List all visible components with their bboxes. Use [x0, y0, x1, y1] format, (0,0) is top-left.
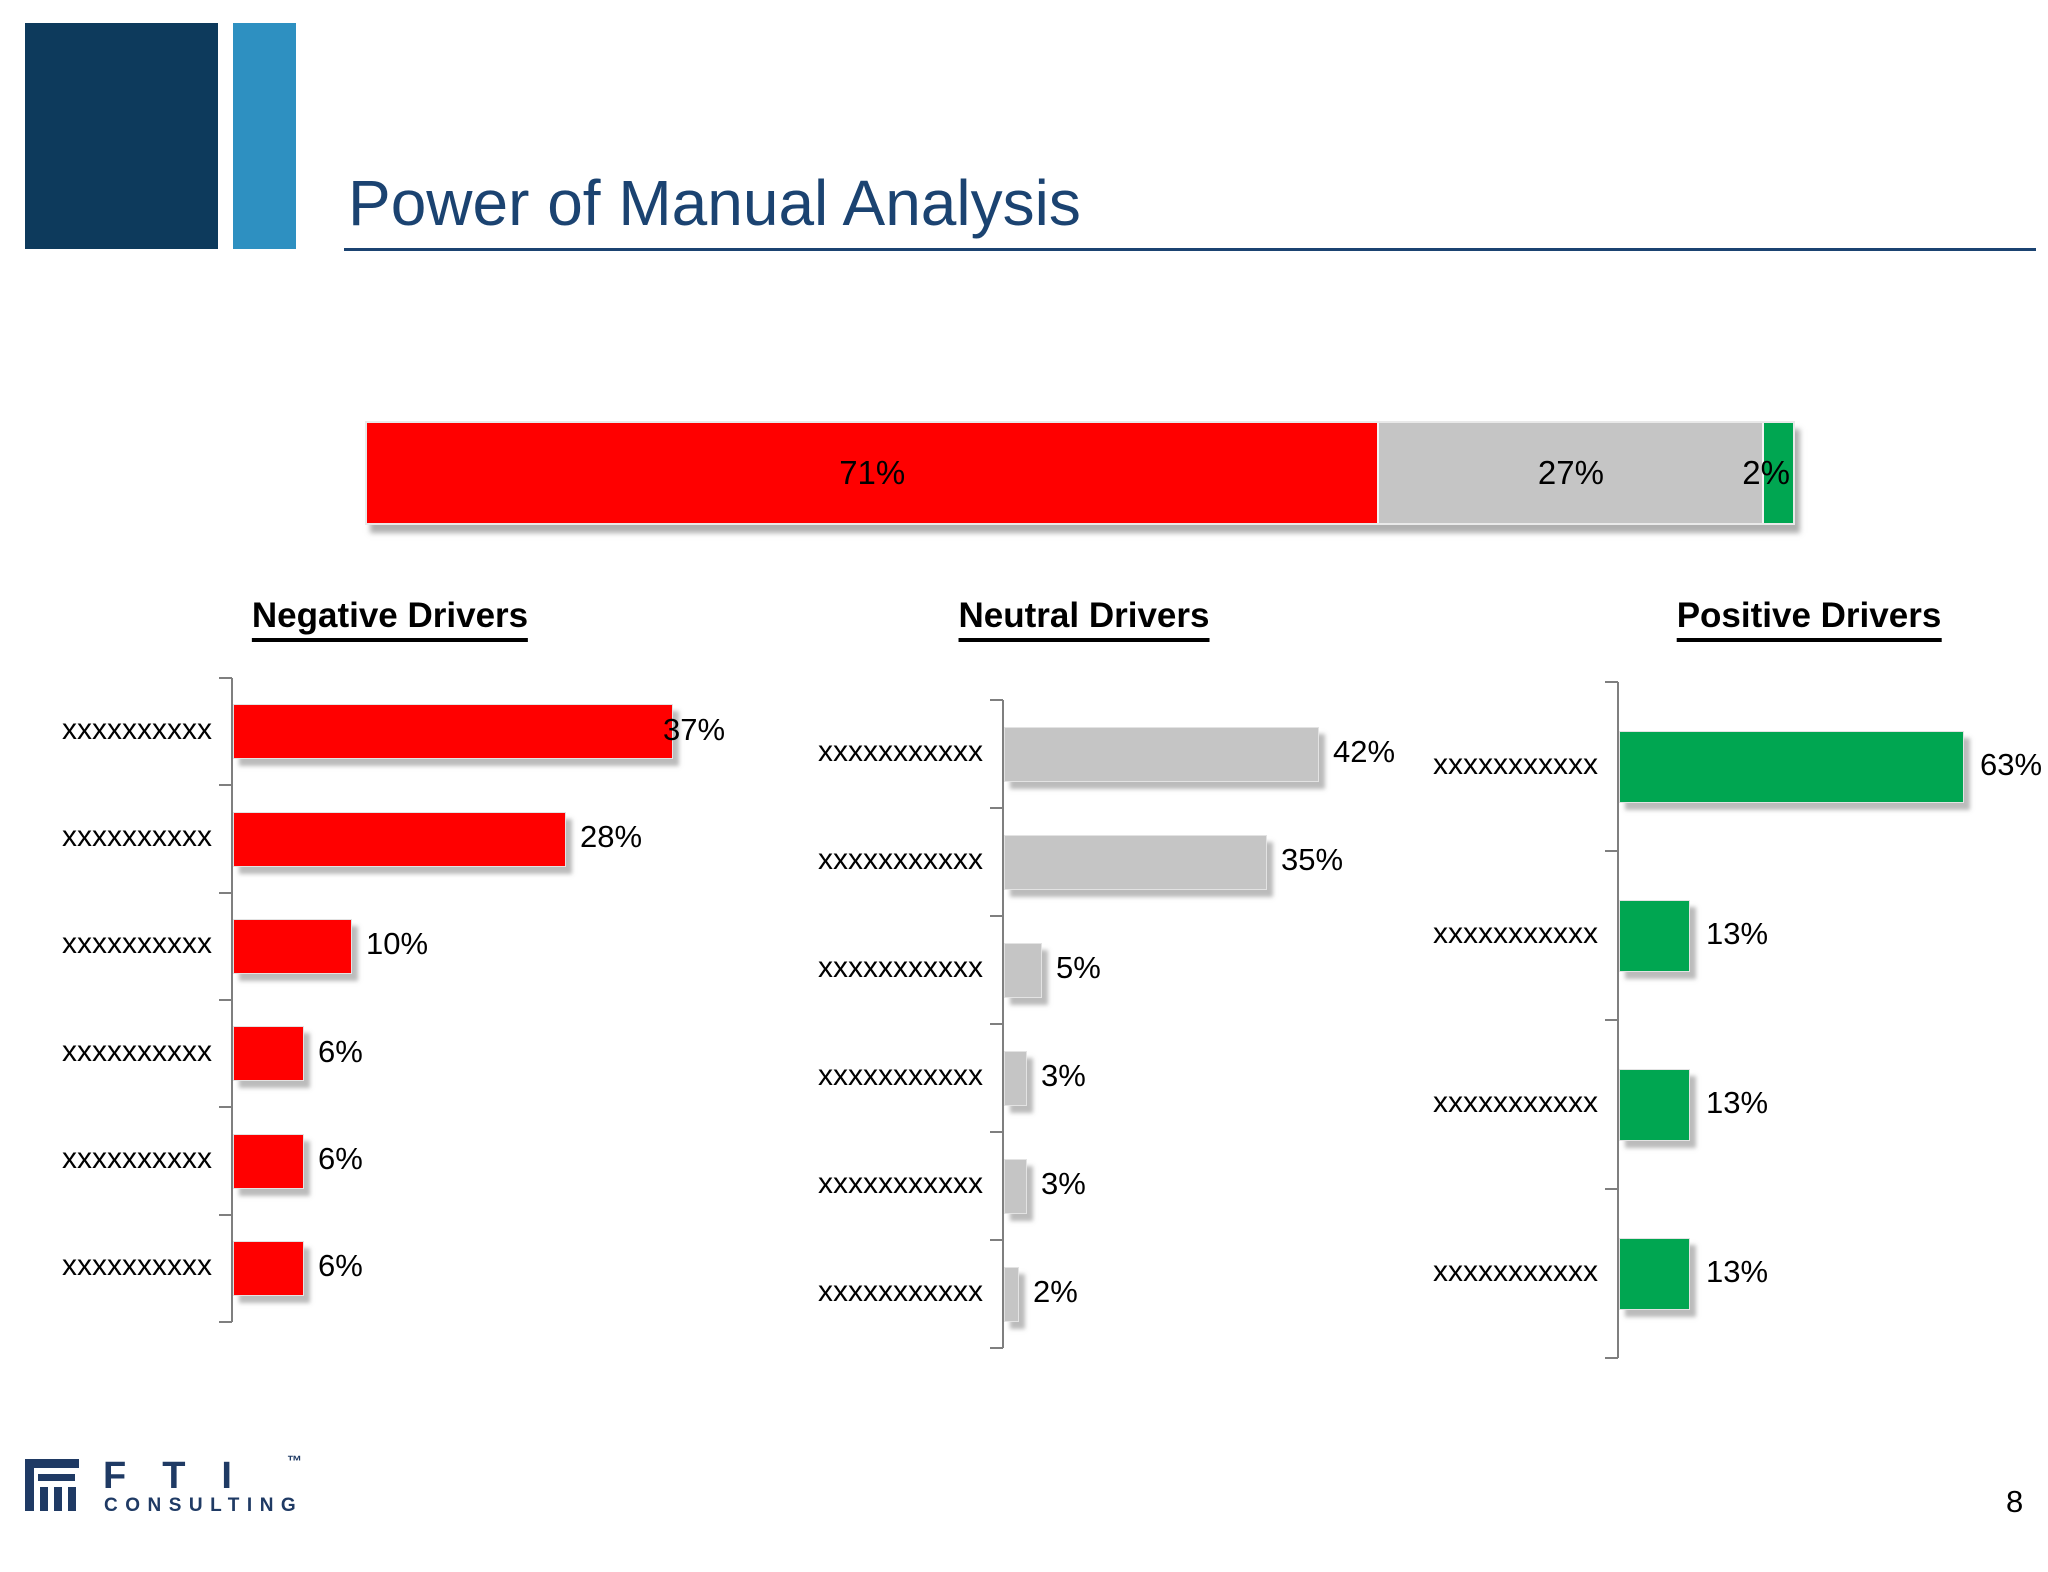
fti-column-icon: [25, 1459, 79, 1511]
fti-logo-letters: FTI: [103, 1455, 268, 1497]
axis-tick: [990, 1023, 1003, 1025]
axis-tick: [219, 1213, 232, 1216]
chart-title-negative-drivers: Negative Drivers: [251, 596, 529, 642]
stacked-segment-label: 71%: [839, 454, 906, 491]
axis-tick: [1605, 1019, 1618, 1021]
category-label: xxxxxxxxxx: [62, 1034, 212, 1068]
category-label: xxxxxxxxxx: [62, 712, 212, 746]
axis-tick: [990, 1131, 1003, 1133]
bar-positive-drivers-3: [1619, 1238, 1690, 1310]
category-label: xxxxxxxxxx: [62, 820, 212, 853]
bar-neutral-drivers-2: [1004, 943, 1042, 998]
stacked-segment-negative: 71%: [367, 423, 1380, 523]
category-label: xxxxxxxxxxx: [818, 1167, 983, 1200]
value-label: 2%: [1033, 1274, 1078, 1309]
category-label: xxxxxxxxxxx: [818, 843, 983, 876]
value-label: 35%: [1281, 842, 1344, 877]
chart-axis-negative-drivers: [231, 678, 233, 1322]
stacked-segment-label: 2%: [1742, 454, 1790, 491]
value-label: 6%: [318, 1033, 363, 1069]
axis-tick: [1605, 1357, 1618, 1359]
value-label: 13%: [1706, 1253, 1769, 1289]
fti-column-icon-part: [54, 1487, 62, 1511]
axis-tick: [990, 807, 1003, 809]
fti-logo-consulting-text: CONSULTING: [104, 1495, 304, 1516]
bar-neutral-drivers-5: [1004, 1267, 1019, 1322]
bar-negative-drivers-2: [233, 919, 352, 974]
fti-column-icon-part: [68, 1487, 76, 1511]
category-label: xxxxxxxxxxx: [1433, 1085, 1598, 1119]
value-label: 63%: [1980, 746, 2043, 782]
category-label: xxxxxxxxxxx: [818, 1059, 983, 1092]
chart-axis-neutral-drivers: [1002, 700, 1004, 1348]
title-underline-rule: [344, 248, 2036, 251]
bar-neutral-drivers-3: [1004, 1051, 1027, 1106]
value-label: 28%: [580, 819, 643, 854]
axis-tick: [219, 891, 232, 894]
fti-column-icon-part: [40, 1487, 48, 1511]
bar-negative-drivers-3: [233, 1026, 304, 1081]
category-label: xxxxxxxxxx: [62, 1249, 212, 1283]
chart-title-neutral-drivers: Neutral Drivers: [958, 596, 1210, 642]
axis-tick: [219, 1106, 232, 1109]
category-label: xxxxxxxxxx: [62, 1142, 212, 1175]
stacked-segment-neutral: 27%: [1379, 423, 1765, 523]
chart-title-text: Negative Drivers: [251, 596, 529, 642]
axis-tick: [990, 1239, 1003, 1241]
value-label: 13%: [1706, 1084, 1769, 1120]
category-label: xxxxxxxxxxx: [1433, 1254, 1598, 1288]
category-label: xxxxxxxxxxx: [818, 1275, 983, 1308]
axis-tick: [990, 1347, 1003, 1349]
bar-positive-drivers-0: [1619, 731, 1964, 803]
header-accent-square-light: [233, 23, 296, 249]
value-label: 3%: [1041, 1166, 1086, 1201]
value-label: 13%: [1706, 915, 1769, 951]
stacked-segment-positive: 2%: [1742, 423, 1793, 523]
bar-neutral-drivers-4: [1004, 1159, 1027, 1214]
value-label: 10%: [366, 926, 429, 962]
bar-negative-drivers-5: [233, 1241, 304, 1296]
page-title: Power of Manual Analysis: [348, 167, 1081, 239]
axis-tick: [219, 1321, 232, 1323]
value-label: 3%: [1041, 1058, 1086, 1093]
fti-column-icon-part: [25, 1459, 34, 1511]
category-label: xxxxxxxxxxx: [818, 951, 983, 984]
fti-column-icon-part: [38, 1474, 75, 1481]
bar-negative-drivers-4: [233, 1134, 304, 1189]
value-label: 5%: [1056, 950, 1101, 985]
bar-neutral-drivers-0: [1004, 727, 1319, 782]
chart-title-text: Neutral Drivers: [958, 596, 1210, 642]
axis-tick: [219, 999, 232, 1001]
category-label: xxxxxxxxxxx: [1433, 916, 1598, 950]
axis-tick: [1605, 681, 1618, 683]
axis-tick: [1605, 850, 1618, 852]
axis-tick: [990, 699, 1003, 701]
chart-title-positive-drivers: Positive Drivers: [1676, 596, 1942, 642]
bar-neutral-drivers-1: [1004, 835, 1267, 890]
fti-column-icon-part: [34, 1459, 79, 1468]
category-label: xxxxxxxxxxx: [1433, 747, 1598, 781]
axis-tick: [219, 677, 232, 679]
category-label: xxxxxxxxxx: [62, 927, 212, 961]
bar-positive-drivers-1: [1619, 900, 1690, 972]
axis-tick: [990, 915, 1003, 917]
bar-negative-drivers-1: [233, 812, 566, 867]
axis-tick: [219, 784, 232, 787]
category-label: xxxxxxxxxxx: [818, 735, 983, 768]
value-label: 37%: [663, 711, 726, 747]
fti-logo-trademark: ™: [287, 1453, 302, 1470]
overall-sentiment-stacked-bar: 71% 27% 2%: [365, 421, 1795, 525]
value-label: 6%: [318, 1141, 363, 1176]
axis-tick: [1605, 1188, 1618, 1190]
chart-axis-positive-drivers: [1617, 682, 1619, 1358]
stacked-segment-label: 27%: [1537, 454, 1604, 491]
header-accent-square-dark: [25, 23, 218, 249]
value-label: 6%: [318, 1248, 363, 1284]
bar-positive-drivers-2: [1619, 1069, 1690, 1141]
page-number: 8: [2006, 1484, 2024, 1519]
value-label: 42%: [1333, 734, 1396, 769]
chart-title-text: Positive Drivers: [1676, 596, 1942, 642]
bar-negative-drivers-0: [233, 704, 673, 759]
